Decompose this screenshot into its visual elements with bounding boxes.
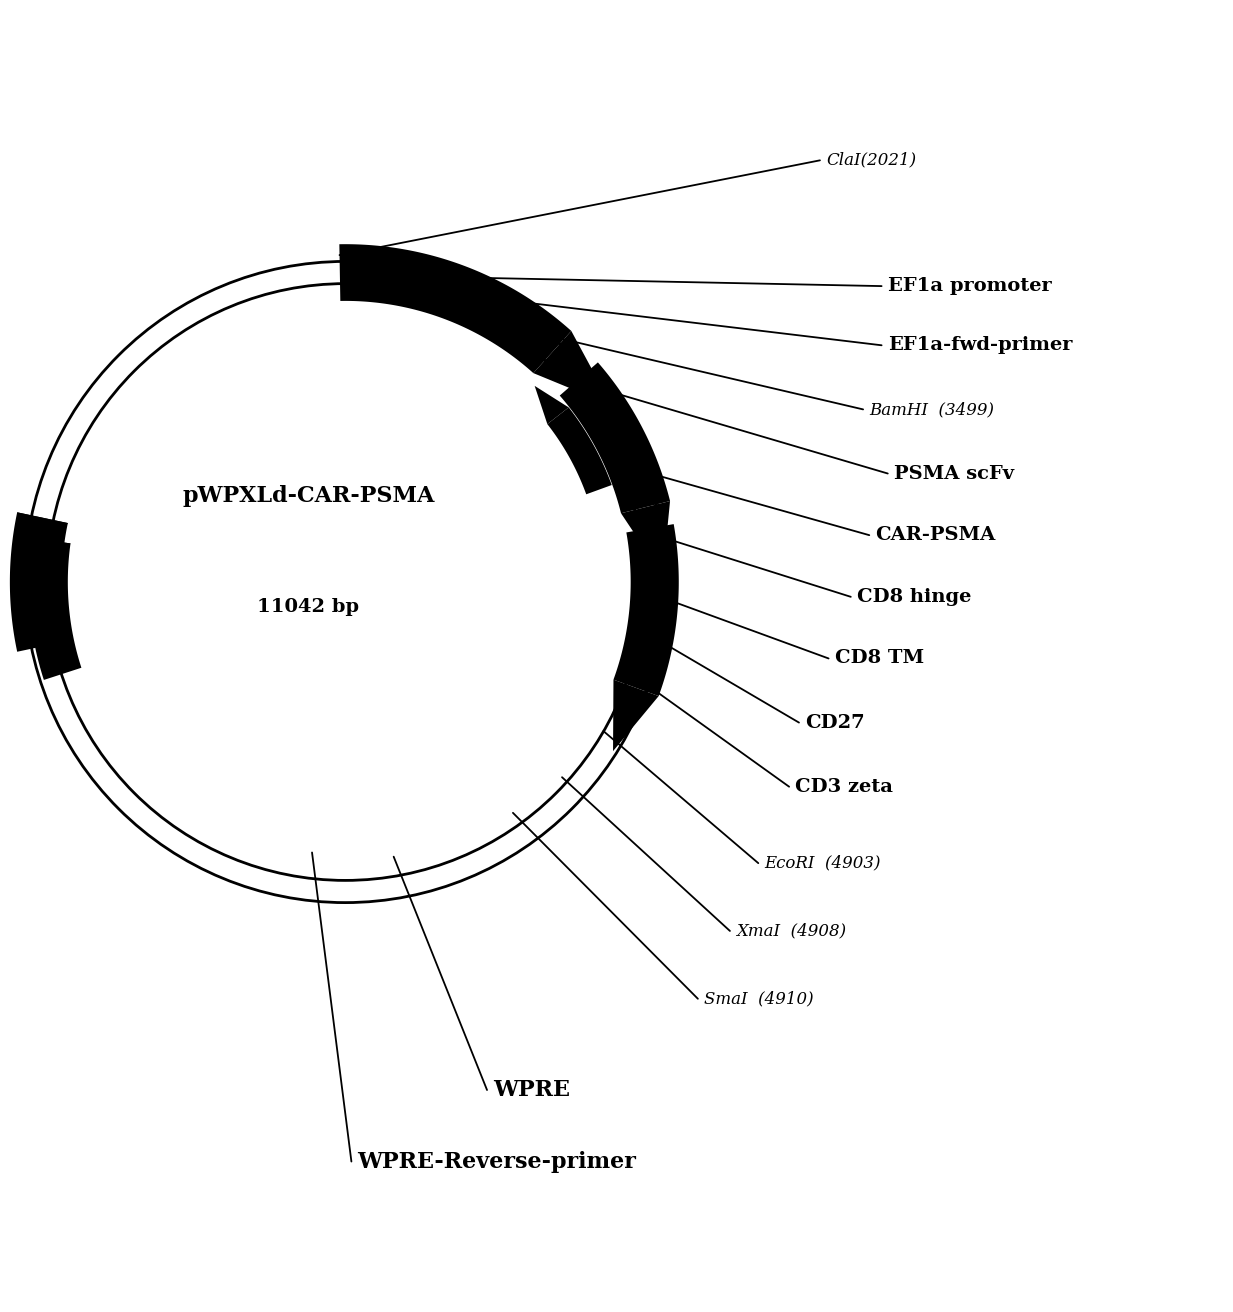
Text: CD8 TM: CD8 TM bbox=[835, 649, 924, 668]
Polygon shape bbox=[560, 362, 670, 513]
Text: pWPXLd-CAR-PSMA: pWPXLd-CAR-PSMA bbox=[182, 484, 434, 506]
Text: CD3 zeta: CD3 zeta bbox=[795, 778, 893, 795]
Text: ClaI(2021): ClaI(2021) bbox=[826, 152, 916, 169]
Text: PSMA scFv: PSMA scFv bbox=[894, 464, 1014, 483]
Text: WPRE: WPRE bbox=[493, 1078, 570, 1101]
Text: EF1a-fwd-primer: EF1a-fwd-primer bbox=[888, 336, 1073, 354]
Text: 11042 bp: 11042 bp bbox=[258, 598, 359, 615]
Text: EF1a promoter: EF1a promoter bbox=[888, 277, 1052, 295]
Polygon shape bbox=[621, 501, 670, 576]
Text: CD27: CD27 bbox=[805, 714, 864, 732]
Text: SmaI  (4910): SmaI (4910) bbox=[704, 991, 814, 1008]
Text: CAR-PSMA: CAR-PSMA bbox=[875, 526, 996, 544]
Text: CD8 hinge: CD8 hinge bbox=[857, 588, 972, 606]
Polygon shape bbox=[339, 244, 571, 373]
Polygon shape bbox=[534, 331, 612, 405]
Polygon shape bbox=[28, 538, 81, 680]
Text: EcoRI  (4903): EcoRI (4903) bbox=[764, 854, 880, 871]
Polygon shape bbox=[547, 408, 612, 495]
Polygon shape bbox=[613, 680, 658, 752]
Text: XmaI  (4908): XmaI (4908) bbox=[736, 922, 846, 939]
Text: BamHI  (3499): BamHI (3499) bbox=[869, 401, 994, 419]
Polygon shape bbox=[10, 512, 68, 652]
Polygon shape bbox=[32, 538, 70, 596]
Polygon shape bbox=[535, 386, 568, 424]
Polygon shape bbox=[17, 512, 68, 589]
Text: WPRE-Reverse-primer: WPRE-Reverse-primer bbox=[358, 1151, 636, 1173]
Polygon shape bbox=[614, 523, 678, 697]
